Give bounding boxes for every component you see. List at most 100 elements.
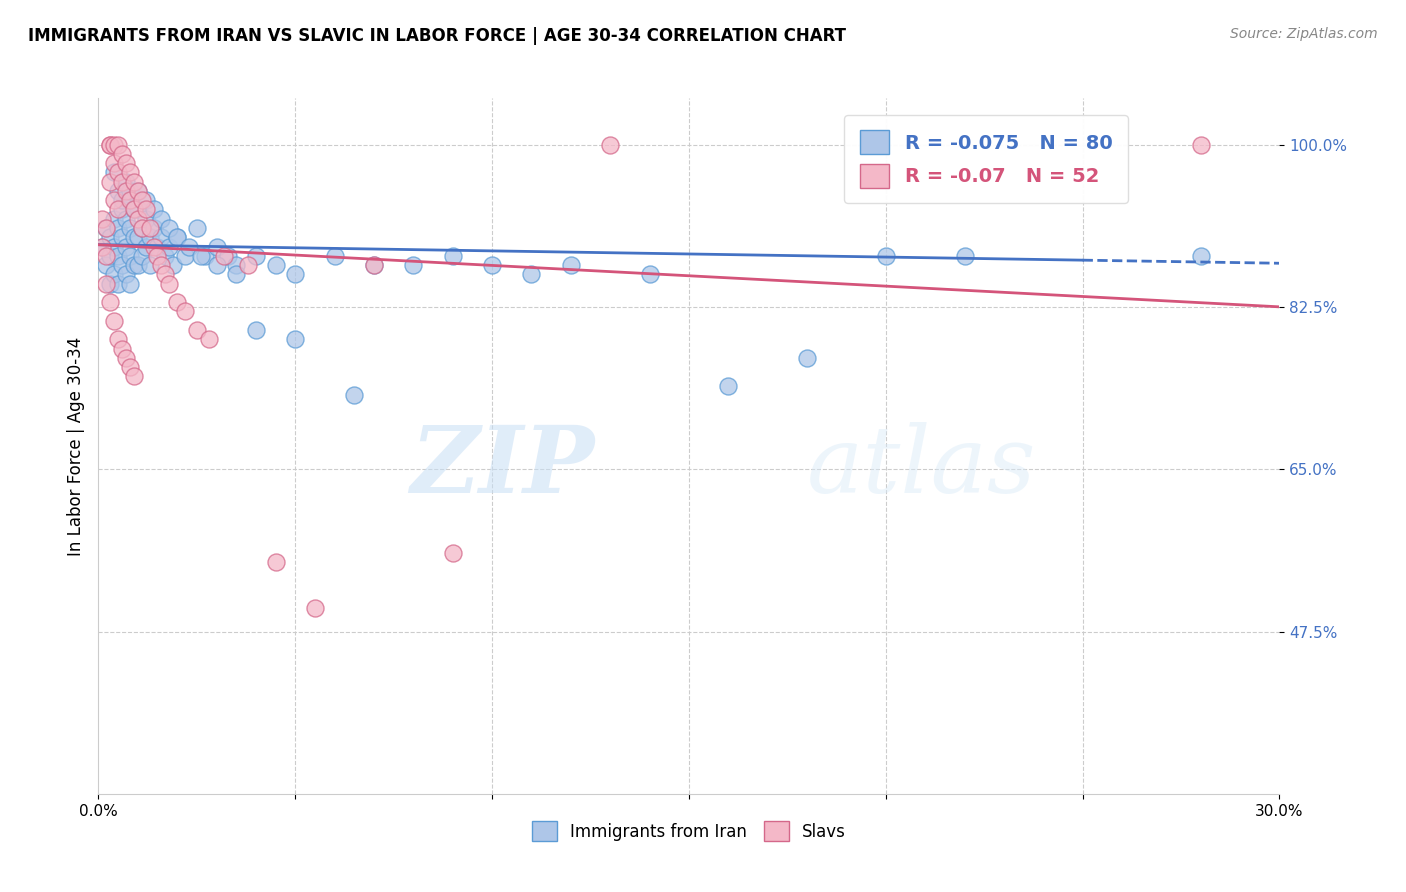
Point <box>111 258 134 272</box>
Point <box>107 221 129 235</box>
Point <box>264 258 287 272</box>
Text: IMMIGRANTS FROM IRAN VS SLAVIC IN LABOR FORCE | AGE 30-34 CORRELATION CHART: IMMIGRANTS FROM IRAN VS SLAVIC IN LABOR … <box>28 27 846 45</box>
Point <box>122 230 145 244</box>
Point <box>127 184 149 198</box>
Point <box>875 249 897 263</box>
Point <box>162 258 184 272</box>
Point <box>91 211 114 226</box>
Point <box>174 304 197 318</box>
Point <box>142 202 165 217</box>
Point <box>107 277 129 291</box>
Point <box>118 249 141 263</box>
Point <box>98 249 121 263</box>
Point <box>96 221 118 235</box>
Point <box>96 249 118 263</box>
Point <box>91 239 114 253</box>
Point <box>150 211 173 226</box>
Point <box>98 230 121 244</box>
Point <box>103 193 125 207</box>
Point <box>138 221 160 235</box>
Point <box>205 239 228 253</box>
Point <box>135 211 157 226</box>
Point <box>131 221 153 235</box>
Point <box>225 268 247 282</box>
Point <box>177 239 200 253</box>
Point <box>402 258 425 272</box>
Point <box>166 295 188 310</box>
Point <box>98 277 121 291</box>
Point <box>214 249 236 263</box>
Point <box>107 165 129 179</box>
Text: atlas: atlas <box>807 422 1036 512</box>
Point <box>103 239 125 253</box>
Point <box>441 546 464 560</box>
Point <box>131 193 153 207</box>
Point <box>135 202 157 217</box>
Point <box>284 268 307 282</box>
Point <box>520 268 543 282</box>
Point <box>115 351 138 365</box>
Point <box>107 184 129 198</box>
Point <box>107 249 129 263</box>
Point <box>96 277 118 291</box>
Point <box>103 314 125 328</box>
Point <box>98 137 121 152</box>
Point <box>142 221 165 235</box>
Point <box>717 378 740 392</box>
Point <box>225 258 247 272</box>
Point <box>197 332 219 346</box>
Point <box>103 137 125 152</box>
Point <box>98 175 121 189</box>
Point <box>186 221 208 235</box>
Point <box>190 249 212 263</box>
Point <box>111 202 134 217</box>
Point <box>150 230 173 244</box>
Point <box>91 239 114 253</box>
Point <box>111 146 134 161</box>
Point <box>111 230 134 244</box>
Point <box>115 211 138 226</box>
Point <box>155 268 177 282</box>
Point <box>118 193 141 207</box>
Point <box>1189 249 1212 263</box>
Point <box>245 323 267 337</box>
Point <box>127 211 149 226</box>
Point <box>1189 137 1212 152</box>
Point <box>127 202 149 217</box>
Point <box>205 258 228 272</box>
Point <box>96 258 118 272</box>
Point <box>186 323 208 337</box>
Point <box>135 239 157 253</box>
Point <box>560 258 582 272</box>
Point <box>115 156 138 170</box>
Point <box>122 369 145 384</box>
Point <box>131 221 153 235</box>
Point <box>166 230 188 244</box>
Point <box>155 249 177 263</box>
Point <box>304 601 326 615</box>
Point <box>103 156 125 170</box>
Point <box>135 193 157 207</box>
Point <box>107 137 129 152</box>
Point <box>111 175 134 189</box>
Point <box>363 258 385 272</box>
Point <box>481 258 503 272</box>
Point <box>127 258 149 272</box>
Point <box>194 249 217 263</box>
Point <box>127 230 149 244</box>
Point <box>118 360 141 375</box>
Point <box>122 175 145 189</box>
Point <box>122 258 145 272</box>
Point <box>138 258 160 272</box>
Point <box>96 221 118 235</box>
Point <box>103 211 125 226</box>
Point <box>103 165 125 179</box>
Point <box>245 249 267 263</box>
Point <box>131 249 153 263</box>
Point <box>638 268 661 282</box>
Point <box>115 268 138 282</box>
Point <box>118 184 141 198</box>
Point <box>111 342 134 356</box>
Point <box>363 258 385 272</box>
Point <box>157 239 180 253</box>
